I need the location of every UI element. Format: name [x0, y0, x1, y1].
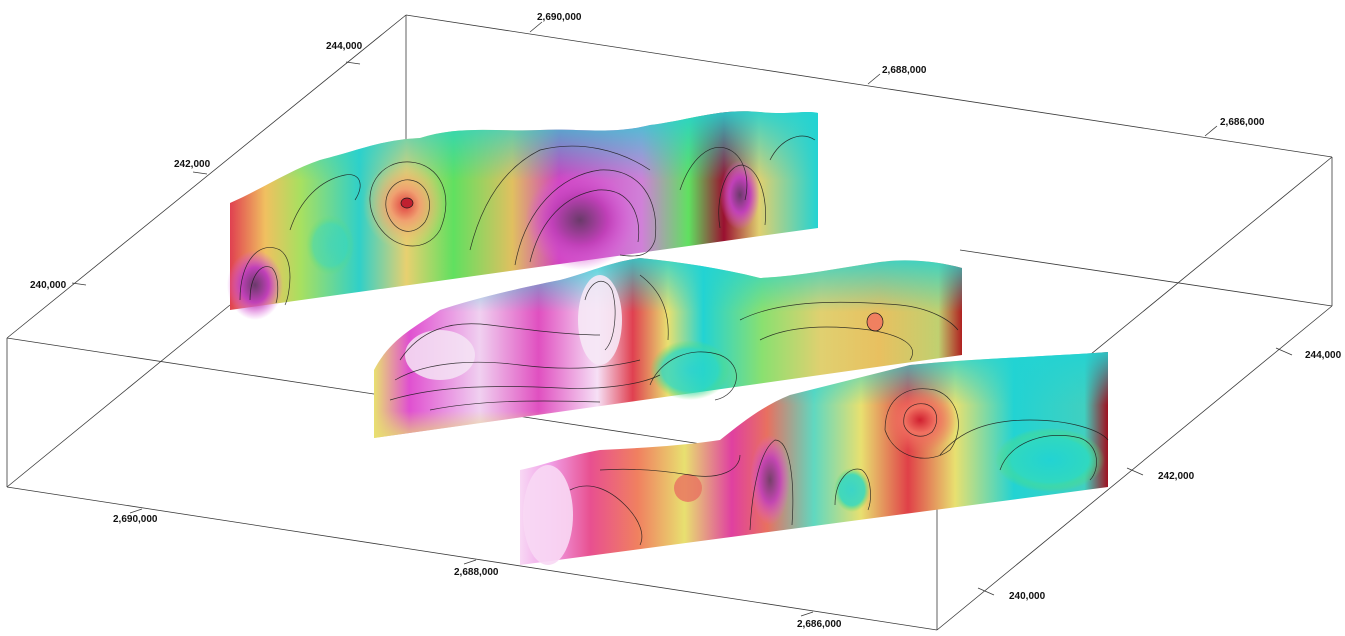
middle-section [374, 258, 962, 438]
axis-label-right-244000: 244,000 [1305, 350, 1342, 361]
axis-label-right-240000: 240,000 [1009, 591, 1046, 602]
axis-label-left-240000: 240,000 [30, 280, 67, 291]
axis-label-left-242000: 242,000 [174, 159, 211, 170]
back-section [227, 111, 818, 320]
bounding-box [6, 14, 1333, 631]
axis-label-left-244000: 244,000 [326, 41, 363, 52]
front-section [520, 352, 1109, 565]
axis-label-top-2688000: 2,688,000 [882, 65, 927, 76]
axis-labels: 2,690,000 2,688,000 2,686,000 244,000 24… [30, 12, 1342, 630]
axis-ticks [71, 21, 1293, 617]
axis-label-bottom-2688000: 2,688,000 [454, 567, 499, 578]
axis-label-bottom-2690000: 2,690,000 [113, 514, 158, 525]
axis-label-right-242000: 242,000 [1158, 471, 1195, 482]
axis-label-bottom-2686000: 2,686,000 [797, 619, 842, 630]
axis-label-top-2690000: 2,690,000 [537, 12, 582, 23]
axis-label-top-2686000: 2,686,000 [1220, 117, 1265, 128]
